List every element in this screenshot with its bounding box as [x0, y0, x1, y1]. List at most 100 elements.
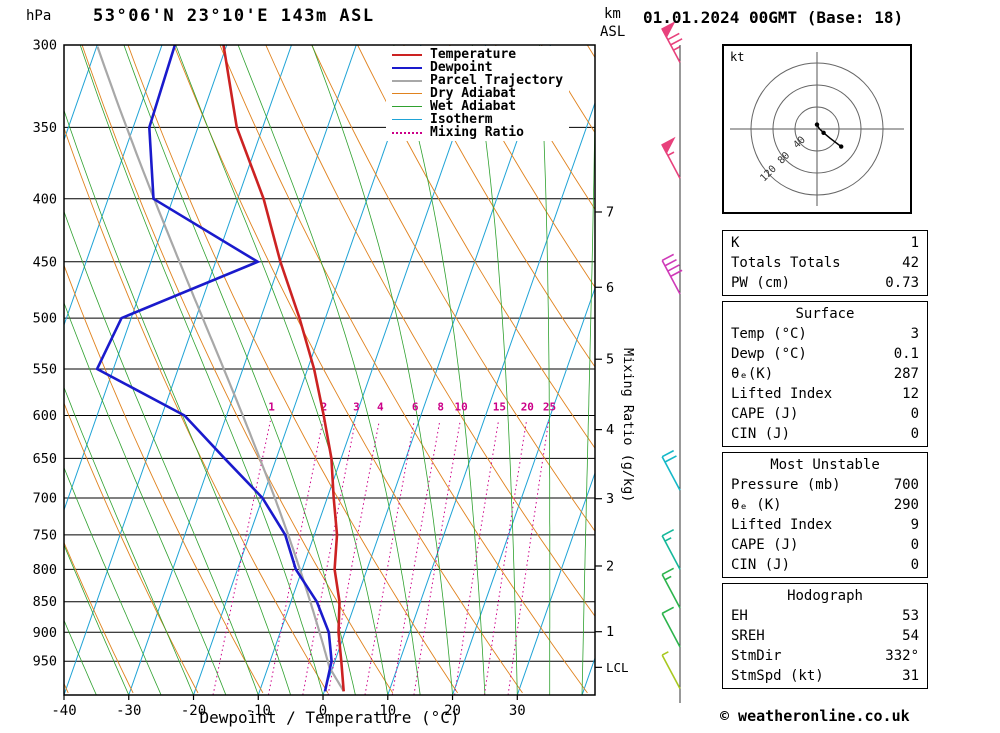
stat-row: CAPE (J) 0	[723, 404, 927, 424]
mixing-ratio-value-label: 2	[321, 401, 328, 414]
legend-swatch	[392, 53, 422, 56]
stat-value: 1	[910, 235, 919, 251]
isotherm-lines	[64, 45, 595, 695]
x-tick-label: 0	[319, 703, 327, 719]
hodograph-ring	[794, 106, 840, 152]
stat-label: K	[731, 235, 740, 251]
mixing-ratio-value-label: 25	[543, 401, 556, 414]
mixing-ratio-line	[267, 420, 324, 695]
wind-barb-feather	[670, 38, 683, 46]
altitude-axis-unit-km: km	[604, 6, 621, 22]
legend-swatch	[392, 66, 422, 69]
wet-adiabat-line	[79, 45, 324, 695]
wind-barb	[661, 606, 681, 648]
stat-value: 332°	[885, 648, 919, 664]
copyright: © weatheronline.co.uk	[720, 707, 910, 725]
wet-adiabat-line	[64, 386, 194, 695]
stat-label: Temp (°C)	[731, 326, 807, 342]
x-tick-label: -40	[51, 703, 76, 719]
isotherm-line	[193, 45, 422, 695]
wet-adiabat-line	[123, 45, 356, 695]
legend-label: Wet Adiabat	[430, 99, 517, 114]
stats-panel-header: Most Unstable	[770, 457, 880, 473]
legend-item: Dewpoint	[392, 61, 563, 74]
stat-row: CAPE (J) 0	[723, 535, 927, 555]
stat-row: Temp (°C) 3	[723, 324, 927, 344]
mixing-ratio-value-label: 15	[493, 401, 506, 414]
mixing-ratio-value-label: 8	[437, 401, 444, 414]
wind-barb-staff	[661, 654, 681, 689]
stat-label: PW (cm)	[731, 275, 791, 291]
stat-value: 9	[910, 517, 919, 533]
legend-swatch	[392, 119, 422, 120]
wind-barb-flag	[661, 20, 676, 39]
x-tick-label: 30	[509, 703, 526, 719]
dry-adiabat-line	[173, 45, 523, 694]
mixing-ratio-line	[364, 420, 415, 695]
wind-barb-feather	[664, 258, 677, 267]
legend-item: Parcel Trajectory	[392, 74, 563, 87]
stats-panel: Hodograph EH 53 SREH 54 StmDir 332° StmSpd (kt)…	[722, 583, 928, 689]
wind-barb-staff	[661, 456, 681, 491]
pressure-tick-label: 450	[33, 254, 57, 270]
wet-adiabat-line	[539, 45, 551, 695]
wind-barb-feather	[661, 606, 675, 615]
pressure-tick-label: 900	[33, 625, 57, 641]
wind-barb-staff	[661, 574, 681, 609]
mixing-ratio-axis-label: Mixing Ratio (g/kg)	[620, 348, 636, 503]
hodograph-panel: 40 80 120 kt	[722, 44, 912, 214]
stat-value: 31	[902, 668, 919, 684]
sounding-profiles	[95, 45, 345, 692]
pressure-tick-label: 600	[33, 408, 57, 424]
hodograph-ring	[750, 62, 884, 196]
stat-label: θₑ(K)	[731, 366, 774, 382]
stat-value: 54	[902, 628, 919, 644]
parcel-trajectory-line	[96, 46, 345, 692]
mixing-ratio-value-label: 4	[377, 401, 384, 414]
dry-adiabat-line	[64, 264, 264, 694]
stat-label: SREH	[731, 628, 765, 644]
wet-adiabat-line	[311, 45, 453, 695]
chart-legend: Temperature Dewpoint Parcel Trajectory Dry …	[386, 46, 570, 141]
stat-value: 0.1	[893, 346, 919, 362]
isotherm-line	[128, 45, 357, 695]
stat-row: StmDir 332°	[723, 646, 927, 666]
wind-barb-feather	[661, 449, 675, 458]
stat-label: Dewp (°C)	[731, 346, 807, 362]
stat-value: 0	[910, 537, 919, 553]
wind-barb-staff	[661, 535, 681, 570]
legend-label: Parcel Trajectory	[430, 73, 564, 88]
stat-row: Dewp (°C) 0.1	[723, 344, 927, 364]
stat-row: θₑ(K) 287	[723, 364, 927, 384]
pressure-tick-label: 300	[33, 38, 57, 54]
stat-value: 53	[902, 608, 919, 624]
stat-label: Totals Totals	[731, 255, 841, 271]
km-tick-label: 4	[606, 422, 614, 438]
legend-item: Isotherm	[392, 113, 563, 126]
x-tick-label: -20	[181, 703, 206, 719]
pressure-tick-label: 850	[33, 594, 57, 610]
stat-row: Pressure (mb) 700	[723, 475, 927, 495]
mixing-ratio-line	[391, 420, 441, 695]
mixing-ratio-line	[507, 420, 550, 695]
hodograph-unit-label: kt	[730, 50, 745, 64]
wet-adiabat-line	[64, 466, 162, 695]
mixing-ratio-line	[413, 420, 461, 695]
hodograph-ring	[772, 84, 862, 174]
wind-barb-feather	[661, 528, 675, 537]
stats-panel: Most Unstable Pressure (mb) 700 θₑ (K) 290 Li…	[722, 452, 928, 578]
wind-barb-flag	[661, 136, 676, 155]
wet-adiabat-line	[237, 45, 421, 695]
km-tick-label: 7	[606, 204, 614, 220]
wind-barb	[661, 136, 681, 179]
pressure-tick-label: 800	[33, 562, 57, 578]
wet-adiabat-line	[64, 210, 259, 695]
dry-adiabat-line	[311, 45, 595, 532]
stat-label: CIN (J)	[731, 426, 791, 442]
legend-item: Wet Adiabat	[392, 100, 563, 113]
wind-barb	[661, 567, 681, 609]
dry-adiabat-line	[403, 45, 595, 368]
stats-panel: Surface Temp (°C) 3 Dewp (°C) 0.1 θₑ(K) 287 Lif…	[722, 301, 928, 447]
